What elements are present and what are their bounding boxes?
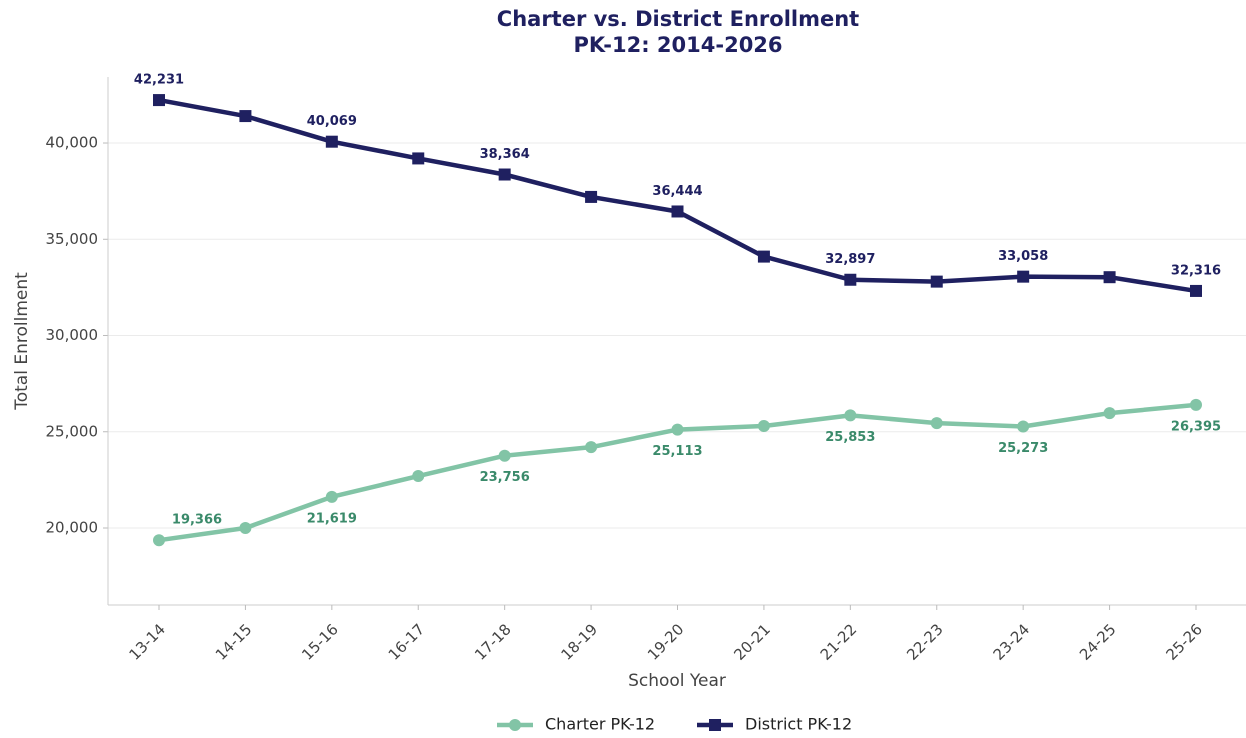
y-tick-label: 25,000 bbox=[46, 422, 99, 440]
x-tick-label: 16-17 bbox=[385, 620, 429, 664]
x-tick-label: 17-18 bbox=[471, 620, 515, 664]
x-tick-label: 13-14 bbox=[125, 620, 169, 664]
marker bbox=[1103, 271, 1116, 284]
legend-marker bbox=[709, 719, 721, 731]
chart-title: Charter vs. District Enrollment bbox=[497, 7, 859, 31]
marker bbox=[412, 152, 425, 165]
legend-label: District PK-12 bbox=[745, 715, 852, 734]
data-label: 19,366 bbox=[172, 513, 222, 528]
marker bbox=[153, 534, 165, 547]
data-label: 32,316 bbox=[1171, 263, 1221, 278]
marker bbox=[671, 205, 684, 218]
data-label: 25,853 bbox=[825, 430, 875, 445]
x-tick-label: 21-22 bbox=[817, 620, 861, 664]
marker bbox=[844, 273, 857, 286]
data-label: 21,619 bbox=[307, 511, 357, 526]
data-label: 32,897 bbox=[825, 252, 875, 267]
marker bbox=[757, 250, 770, 263]
marker bbox=[844, 409, 857, 422]
marker bbox=[757, 419, 770, 432]
marker bbox=[585, 441, 598, 454]
marker bbox=[585, 190, 598, 203]
marker bbox=[1190, 398, 1202, 411]
x-axis-label: School Year bbox=[628, 671, 726, 691]
x-tick-label: 18-19 bbox=[558, 620, 602, 664]
legend-item: Charter PK-12 bbox=[497, 715, 655, 734]
x-tick-label: 23-24 bbox=[990, 620, 1034, 664]
marker bbox=[239, 110, 252, 123]
y-tick-label: 30,000 bbox=[46, 326, 99, 344]
marker bbox=[930, 275, 943, 288]
marker bbox=[325, 490, 338, 503]
x-tick-label: 14-15 bbox=[212, 620, 256, 664]
data-label: 38,364 bbox=[480, 147, 530, 162]
y-tick-label: 20,000 bbox=[46, 519, 99, 537]
marker bbox=[239, 522, 252, 535]
marker bbox=[1017, 270, 1030, 283]
x-tick-label: 20-21 bbox=[730, 620, 774, 664]
marker bbox=[153, 94, 165, 107]
legend-item: District PK-12 bbox=[697, 715, 852, 734]
legend-label: Charter PK-12 bbox=[545, 715, 655, 734]
x-tick-label: 24-25 bbox=[1076, 620, 1120, 664]
x-tick-label: 22-23 bbox=[903, 620, 947, 664]
y-tick-label: 40,000 bbox=[46, 134, 99, 152]
marker bbox=[412, 470, 425, 483]
marker bbox=[930, 417, 943, 430]
chart-subtitle: PK-12: 2014-2026 bbox=[573, 33, 782, 57]
data-label: 23,756 bbox=[480, 470, 530, 485]
data-label: 25,113 bbox=[652, 444, 702, 459]
marker bbox=[1017, 420, 1030, 433]
data-label: 42,231 bbox=[134, 73, 184, 88]
marker bbox=[1103, 407, 1116, 420]
x-tick-label: 15-16 bbox=[298, 620, 342, 664]
marker bbox=[325, 135, 338, 148]
marker bbox=[1190, 284, 1202, 297]
marker bbox=[498, 168, 511, 181]
x-tick-label: 25-26 bbox=[1162, 620, 1206, 664]
marker bbox=[498, 449, 511, 462]
data-label: 26,395 bbox=[1171, 419, 1221, 434]
legend-marker bbox=[509, 719, 521, 731]
data-label: 40,069 bbox=[307, 114, 357, 129]
y-axis-label: Total Enrollment bbox=[12, 272, 32, 411]
x-tick-label: 19-20 bbox=[644, 620, 688, 664]
marker bbox=[671, 423, 684, 436]
data-label: 33,058 bbox=[998, 249, 1048, 264]
data-label: 25,273 bbox=[998, 441, 1048, 456]
data-label: 36,444 bbox=[652, 184, 702, 199]
y-tick-label: 35,000 bbox=[46, 230, 99, 248]
